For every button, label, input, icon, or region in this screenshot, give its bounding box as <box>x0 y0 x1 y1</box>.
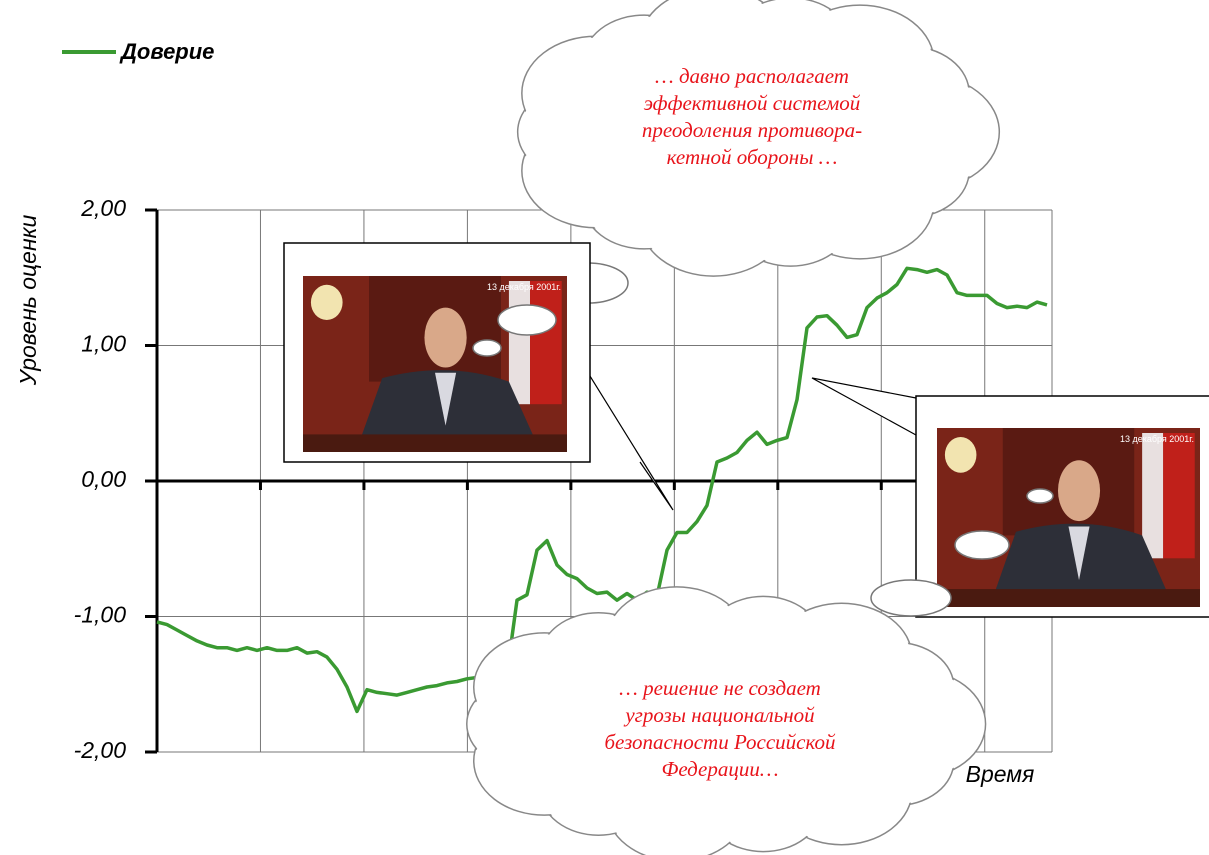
photo: 13 декабря 2001г. <box>937 428 1200 607</box>
shirt <box>435 372 457 426</box>
cloud-text: преодоления противора- <box>642 118 862 142</box>
cloud-body <box>574 40 930 224</box>
flag-red <box>530 281 562 405</box>
flag-red <box>1163 433 1195 559</box>
photo: 13 декабря 2001г. <box>303 276 567 452</box>
cloud-text: Федерации… <box>661 757 778 781</box>
cloud-text: угрозы национальной <box>623 703 815 727</box>
thought-bubble <box>954 530 1010 560</box>
shirt <box>1068 526 1090 581</box>
photo-date: 13 декабря 2001г. <box>1120 434 1194 444</box>
flag-white <box>508 281 531 405</box>
legend-label: Доверие <box>119 39 214 64</box>
y-tick-label: -1,00 <box>74 602 127 628</box>
y-tick-label: 0,00 <box>81 466 126 492</box>
desk <box>937 589 1200 607</box>
cloud-text: эффективной системой <box>644 91 861 115</box>
cloud-text: … давно располагает <box>655 64 849 88</box>
cloud-body <box>520 636 920 812</box>
y-tick-label: 2,00 <box>80 195 126 221</box>
series-line <box>156 266 1048 714</box>
lamp <box>310 284 343 320</box>
thought-bubble <box>1026 488 1054 504</box>
cloud-top <box>516 0 1001 277</box>
cloud-text: кетной обороны … <box>667 145 838 169</box>
lamp <box>944 436 977 473</box>
thought-bubble <box>870 579 952 617</box>
cloud-text: … решение не создает <box>619 676 821 700</box>
flag-white <box>1142 433 1164 559</box>
callout-pointer <box>584 367 674 511</box>
y-tick-label: 1,00 <box>81 331 126 357</box>
cloud-text: безопасности Российской <box>604 730 836 754</box>
face <box>1057 460 1101 522</box>
thought-bubble <box>497 304 557 336</box>
desk <box>303 434 567 452</box>
y-tick-label: -2,00 <box>74 737 127 763</box>
y-axis-label: Уровень оценки <box>15 215 41 387</box>
face <box>424 307 467 368</box>
thought-bubble <box>472 339 502 357</box>
callout-pointer <box>811 377 917 436</box>
x-axis-label: Время <box>966 761 1035 787</box>
cloud-bottom <box>466 586 987 855</box>
photo-date: 13 декабря 2001г. <box>487 282 561 292</box>
